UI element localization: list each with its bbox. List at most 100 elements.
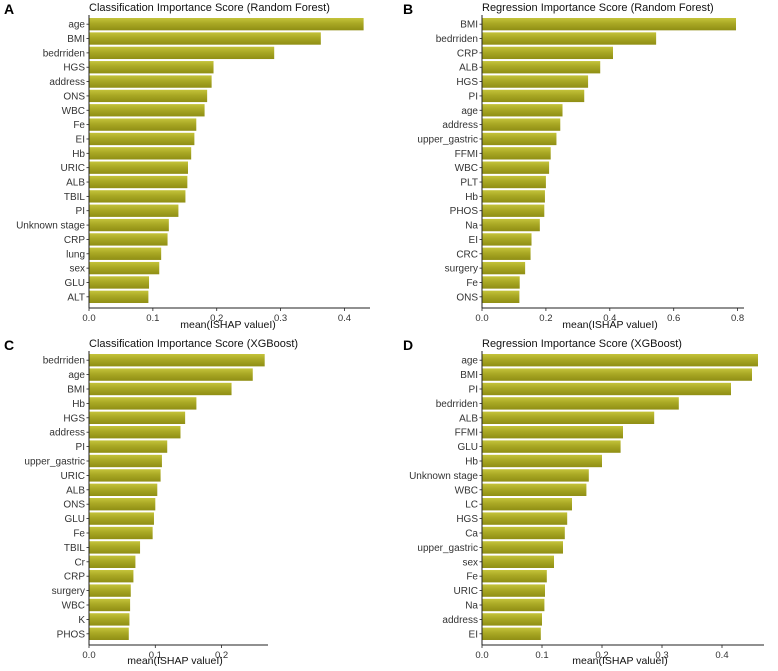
panel-d-bar-4 (482, 411, 655, 424)
panel-d-category-label-0: age (461, 356, 478, 367)
panel-b-category-label-9: FFMI (455, 149, 478, 160)
panel-b-category-label-11: PLT (460, 178, 478, 189)
panel-a-xtick-label-2: 0.2 (210, 313, 223, 324)
panel-d-bar-12 (482, 526, 565, 540)
panel-b-bar-10 (482, 161, 550, 174)
panel-a-category-label-14: Unknown stage (16, 221, 85, 232)
panel-c-bar-11 (89, 512, 154, 525)
panel-c-title: Classification Importance Score (XGBoost… (89, 338, 298, 350)
panel-b-letter: B (403, 1, 413, 17)
panel-c-bar-2 (89, 382, 232, 396)
panel-c-category-label-17: WBC (62, 601, 85, 612)
panel-a-category-label-5: ONS (63, 91, 85, 102)
panel-d-bar-11 (482, 512, 568, 525)
panel-c-bar-15 (89, 570, 134, 583)
panel-a-letter: A (4, 1, 14, 17)
panel-d-xtick-label-2: 0.2 (595, 650, 608, 661)
panel-a-category-label-16: lung (66, 249, 85, 260)
panel-c-category-label-9: ALB (66, 485, 85, 496)
panel-d-category-label-15: Fe (466, 572, 478, 583)
panel-c-category-label-0: bedrriden (43, 356, 85, 367)
panel-a-bar-13 (89, 204, 179, 217)
panel-d-category-label-4: ALB (459, 413, 478, 424)
panel-c-bar-14 (89, 555, 136, 568)
panel-c-category-label-12: Fe (73, 529, 85, 540)
panel-d-bar-7 (482, 454, 602, 468)
panel-a-xtick-label-0: 0.0 (82, 313, 95, 324)
panel-a-category-label-7: Fe (73, 120, 85, 131)
panel-c-bar-0 (89, 354, 265, 367)
panel-b-title: Regression Importance Score (Random Fore… (482, 2, 714, 14)
panel-d-bar-16 (482, 584, 545, 597)
panel-a-xtick-label-3: 0.3 (274, 313, 287, 324)
panel-b-category-label-13: PHOS (450, 206, 479, 217)
panel-d-plot: age BMI PI bedrriden ALB FFMI GLU Hb Unknown sta… (409, 351, 764, 661)
panel-a-bar-5 (89, 89, 208, 103)
panel-a-category-label-3: HGS (63, 63, 85, 74)
panel-b-category-label-4: HGS (456, 77, 478, 88)
panel-b-category-label-8: upper_gastric (417, 134, 478, 145)
panel-b-plot: BMI bedrriden CRP ALB HGS PI age address upper_g… (417, 15, 744, 324)
panel-a-bar-9 (89, 147, 192, 160)
panel-c-category-label-10: ONS (63, 500, 85, 511)
panel-d-category-label-14: sex (462, 557, 478, 568)
panel-c-xtick-label-2: 0.2 (215, 650, 228, 661)
panel-b-xtick-label-3: 0.6 (667, 313, 680, 324)
panel-a-bar-12 (89, 190, 186, 203)
panel-b-category-label-1: bedrriden (436, 34, 478, 45)
panel-a-category-label-13: PI (76, 206, 85, 217)
panel-b-category-label-7: address (442, 120, 478, 131)
panel-d-category-label-12: Ca (465, 529, 478, 540)
panel-b-bar-19 (482, 290, 520, 303)
panel-b-category-label-15: EI (469, 235, 478, 246)
panel-b-xtick-label-2: 0.4 (603, 313, 616, 324)
panel-d-bar-14 (482, 555, 554, 568)
panel-d-category-label-3: bedrriden (436, 399, 478, 410)
panel-b-bar-14 (482, 218, 540, 232)
panel-d-category-label-5: FFMI (455, 428, 478, 439)
panel-d-title: Regression Importance Score (XGBoost) (482, 338, 682, 350)
panel-b-xtick-label-1: 0.2 (539, 313, 552, 324)
panel-c-bar-17 (89, 598, 131, 612)
panel-b-xlabel: mean(ISHAP valueI) (562, 319, 658, 331)
panel-c-bar-7 (89, 454, 162, 468)
panel-d-bar-9 (482, 483, 587, 496)
panel-c-category-label-13: TBIL (64, 543, 86, 554)
panel-c-category-label-16: surgery (52, 586, 85, 597)
panel-a-category-label-4: address (49, 77, 85, 88)
panel-b-bar-15 (482, 233, 532, 246)
panel-c-bar-19 (89, 627, 129, 640)
panel-b-bar-2 (482, 46, 613, 60)
panel-d-bar-15 (482, 570, 547, 583)
panel-c-xlabel: mean(ISHAP valueI) (127, 655, 223, 667)
panel-a-title: Classification Importance Score (Random … (89, 2, 330, 14)
panel-c-category-label-14: Cr (74, 557, 85, 568)
panel-a-category-label-10: URIC (61, 163, 85, 174)
panel-d-category-label-7: Hb (465, 457, 478, 468)
panel-b-category-label-17: surgery (445, 264, 478, 275)
panel-d-bar-5 (482, 426, 623, 439)
panel-d-bar-6 (482, 440, 621, 453)
panel-b-category-label-12: Hb (465, 192, 478, 203)
panel-d-category-label-6: GLU (457, 442, 478, 453)
panel-b-bar-9 (482, 147, 551, 160)
panel-a-category-label-12: TBIL (64, 192, 86, 203)
panel-d-category-label-18: address (442, 615, 478, 626)
panel-a-plot: age BMI bedrriden HGS address ONS WBC Fe EI Hb URI… (16, 15, 370, 324)
panel-a-category-label-17: sex (69, 264, 85, 275)
panel-d-xtick-label-3: 0.3 (655, 650, 668, 661)
panel-c-bar-5 (89, 426, 181, 439)
panel-c-bar-18 (89, 613, 130, 626)
panel-c-bar-12 (89, 526, 153, 540)
panel-a-category-label-15: CRP (64, 235, 85, 246)
panel-c-category-label-15: CRP (64, 572, 85, 583)
panel-a-xlabel: mean(ISHAP valueI) (180, 319, 276, 331)
panel-b-bar-4 (482, 75, 589, 88)
panel-a-category-label-0: age (68, 20, 85, 31)
panel-b-bar-0 (482, 18, 737, 31)
panel-b-bar-11 (482, 175, 546, 189)
panel-c-bar-9 (89, 483, 158, 496)
panel-d-bar-13 (482, 541, 563, 554)
panel-d-bar-8 (482, 469, 589, 482)
